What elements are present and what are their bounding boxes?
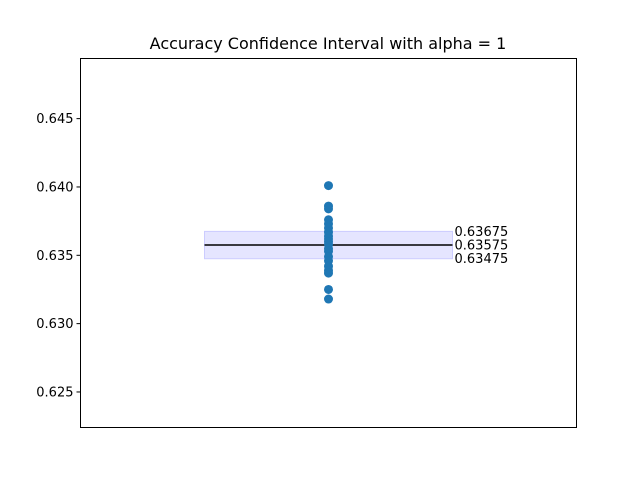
data-point xyxy=(324,181,333,191)
data-point xyxy=(324,294,333,304)
y-tick-label: 0.640 xyxy=(36,180,73,195)
data-point xyxy=(324,268,333,278)
mean-label: 0.63575 xyxy=(455,239,509,254)
y-tick-label: 0.635 xyxy=(36,249,73,264)
upper-bound-label: 0.63675 xyxy=(455,225,509,240)
data-point xyxy=(324,284,333,294)
axes-frame xyxy=(80,58,577,428)
y-tick-label: 0.630 xyxy=(36,317,73,332)
y-tick-label: 0.645 xyxy=(36,112,73,127)
lower-bound-label: 0.63475 xyxy=(455,252,509,267)
data-point xyxy=(324,204,333,214)
chart-title: Accuracy Confidence Interval with alpha … xyxy=(150,34,507,53)
y-tick-label: 0.625 xyxy=(36,385,73,400)
y-axis: 0.645 0.640 0.635 0.630 0.625 xyxy=(36,112,81,400)
